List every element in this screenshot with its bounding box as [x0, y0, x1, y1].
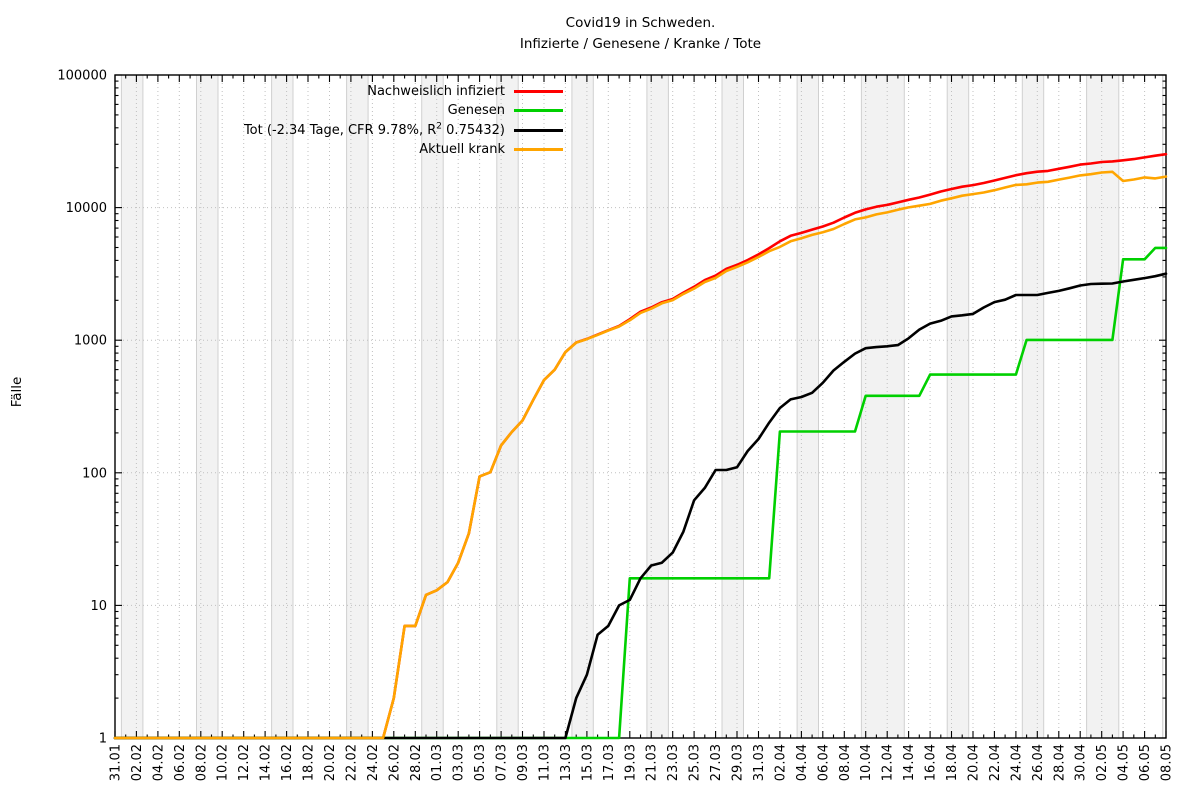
legend-entry-dead: Tot (-2.34 Tage, CFR 9.78%, R2 0.75432)	[0, 121, 563, 140]
x-tick-label: 19.03	[623, 744, 638, 781]
x-tick-label: 06.05	[1138, 744, 1153, 781]
x-tick-label: 28.02	[409, 744, 424, 781]
x-tick-label: 20.04	[967, 744, 982, 781]
y-tick-label: 100	[82, 466, 107, 481]
x-tick-label: 08.05	[1160, 744, 1175, 781]
chart-title-line2: Infizierte / Genesene / Kranke / Tote	[519, 35, 762, 52]
x-tick-label: 21.03	[645, 744, 660, 781]
legend-swatch-infected	[514, 90, 563, 94]
legend-label-infected: Nachweislich infiziert	[367, 84, 505, 100]
x-tick-label: 24.02	[366, 744, 381, 781]
x-tick-label: 16.02	[280, 744, 295, 781]
x-tick-label: 31.01	[109, 744, 124, 781]
weekend-band	[421, 75, 444, 738]
legend-label-dead: Tot (-2.34 Tage, CFR 9.78%, R2 0.75432)	[243, 121, 505, 138]
weekend-band	[196, 75, 218, 738]
x-tick-label: 02.05	[1095, 744, 1110, 781]
x-tick-labels: 31.01 02.02 04.02 06.02 08.02 10.02 12.02 14.02…	[109, 744, 1175, 781]
weekend-band	[121, 75, 143, 738]
x-tick-label: 04.05	[1117, 744, 1132, 781]
gridlines	[114, 75, 1167, 738]
weekend-band	[947, 75, 969, 738]
weekend-band	[1022, 75, 1044, 738]
x-tick-label: 26.02	[387, 744, 402, 781]
x-tick-label: 13.03	[559, 744, 574, 781]
x-tick-label: 28.04	[1052, 744, 1067, 781]
x-tick-label: 04.04	[795, 744, 810, 781]
x-tick-label: 10.02	[216, 744, 231, 781]
chart-title: Covid19 in Schweden. Infizierte / Genese…	[115, 13, 1166, 54]
x-tick-label: 27.03	[709, 744, 724, 781]
x-tick-label: 14.02	[259, 744, 274, 781]
weekend-band	[271, 75, 293, 738]
legend-label-recovered: Genesen	[447, 103, 505, 119]
x-tick-label: 26.04	[1031, 744, 1046, 781]
x-tick-label: 24.04	[1009, 744, 1024, 781]
x-tick-label: 10.04	[859, 744, 874, 781]
x-tick-label: 18.04	[945, 744, 960, 781]
x-tick-label: 06.04	[816, 744, 831, 781]
weekend-band	[1086, 75, 1119, 738]
legend-entry-infected: Nachweislich infiziert	[0, 82, 563, 101]
chart-title-line1: Covid19 in Schweden.	[565, 15, 716, 31]
x-tick-label: 18.02	[302, 744, 317, 781]
x-tick-label: 08.02	[194, 744, 209, 781]
x-tick-label: 12.02	[237, 744, 252, 781]
series-line-active	[113, 170, 1168, 740]
legend: Nachweislich infiziert Genesen Tot (-2.34 …	[0, 82, 563, 159]
weekend-band	[722, 75, 744, 738]
x-tick-label: 02.04	[773, 744, 788, 781]
weekend-band	[346, 75, 368, 738]
x-tick-label: 08.04	[838, 744, 853, 781]
y-tick-label: 100000	[57, 69, 107, 84]
y-tick-label: 10	[90, 599, 107, 614]
weekend-band	[797, 75, 819, 738]
weekend-band	[861, 75, 905, 738]
y-tick-label: 1	[99, 732, 107, 747]
y-tick-label: 10000	[66, 201, 107, 216]
x-tick-label: 11.03	[538, 744, 553, 781]
x-tick-label: 07.03	[495, 744, 510, 781]
x-tick-label: 01.03	[430, 744, 445, 781]
weekend-band	[571, 75, 594, 738]
x-tick-label: 03.03	[452, 744, 467, 781]
x-tick-label: 02.02	[130, 744, 145, 781]
x-tick-label: 14.04	[902, 744, 917, 781]
x-tick-label: 15.03	[580, 744, 595, 781]
x-tick-label: 23.03	[666, 744, 681, 781]
weekend-band	[496, 75, 519, 738]
legend-swatch-recovered	[514, 109, 563, 113]
legend-swatch-dead	[514, 128, 563, 132]
legend-swatch-active	[514, 148, 563, 152]
x-tick-label: 30.04	[1074, 744, 1089, 781]
x-tick-label: 16.04	[924, 744, 939, 781]
x-tick-label: 04.02	[151, 744, 166, 781]
x-tick-label: 12.04	[881, 744, 896, 781]
x-tick-label: 22.04	[988, 744, 1003, 781]
x-tick-label: 20.02	[323, 744, 338, 781]
x-tick-label: 29.03	[731, 744, 746, 781]
x-tick-label: 25.03	[688, 744, 703, 781]
y-axis-label: Fälle	[9, 376, 25, 408]
x-tick-label: 17.03	[602, 744, 617, 781]
legend-entry-recovered: Genesen	[0, 101, 563, 120]
legend-label-active: Aktuell krank	[419, 142, 505, 158]
y-tick-labels: 100000 10000 1000 100 10 1	[57, 69, 107, 747]
x-tick-label: 31.03	[752, 744, 767, 781]
x-tick-label: 22.02	[344, 744, 359, 781]
legend-entry-active: Aktuell krank	[0, 140, 563, 159]
weekend-band	[646, 75, 669, 738]
y-tick-label: 1000	[74, 334, 107, 349]
x-tick-label: 05.03	[473, 744, 488, 781]
x-tick-label: 06.02	[173, 744, 188, 781]
weekend-bands	[120, 75, 1120, 738]
x-tick-label: 09.03	[516, 744, 531, 781]
